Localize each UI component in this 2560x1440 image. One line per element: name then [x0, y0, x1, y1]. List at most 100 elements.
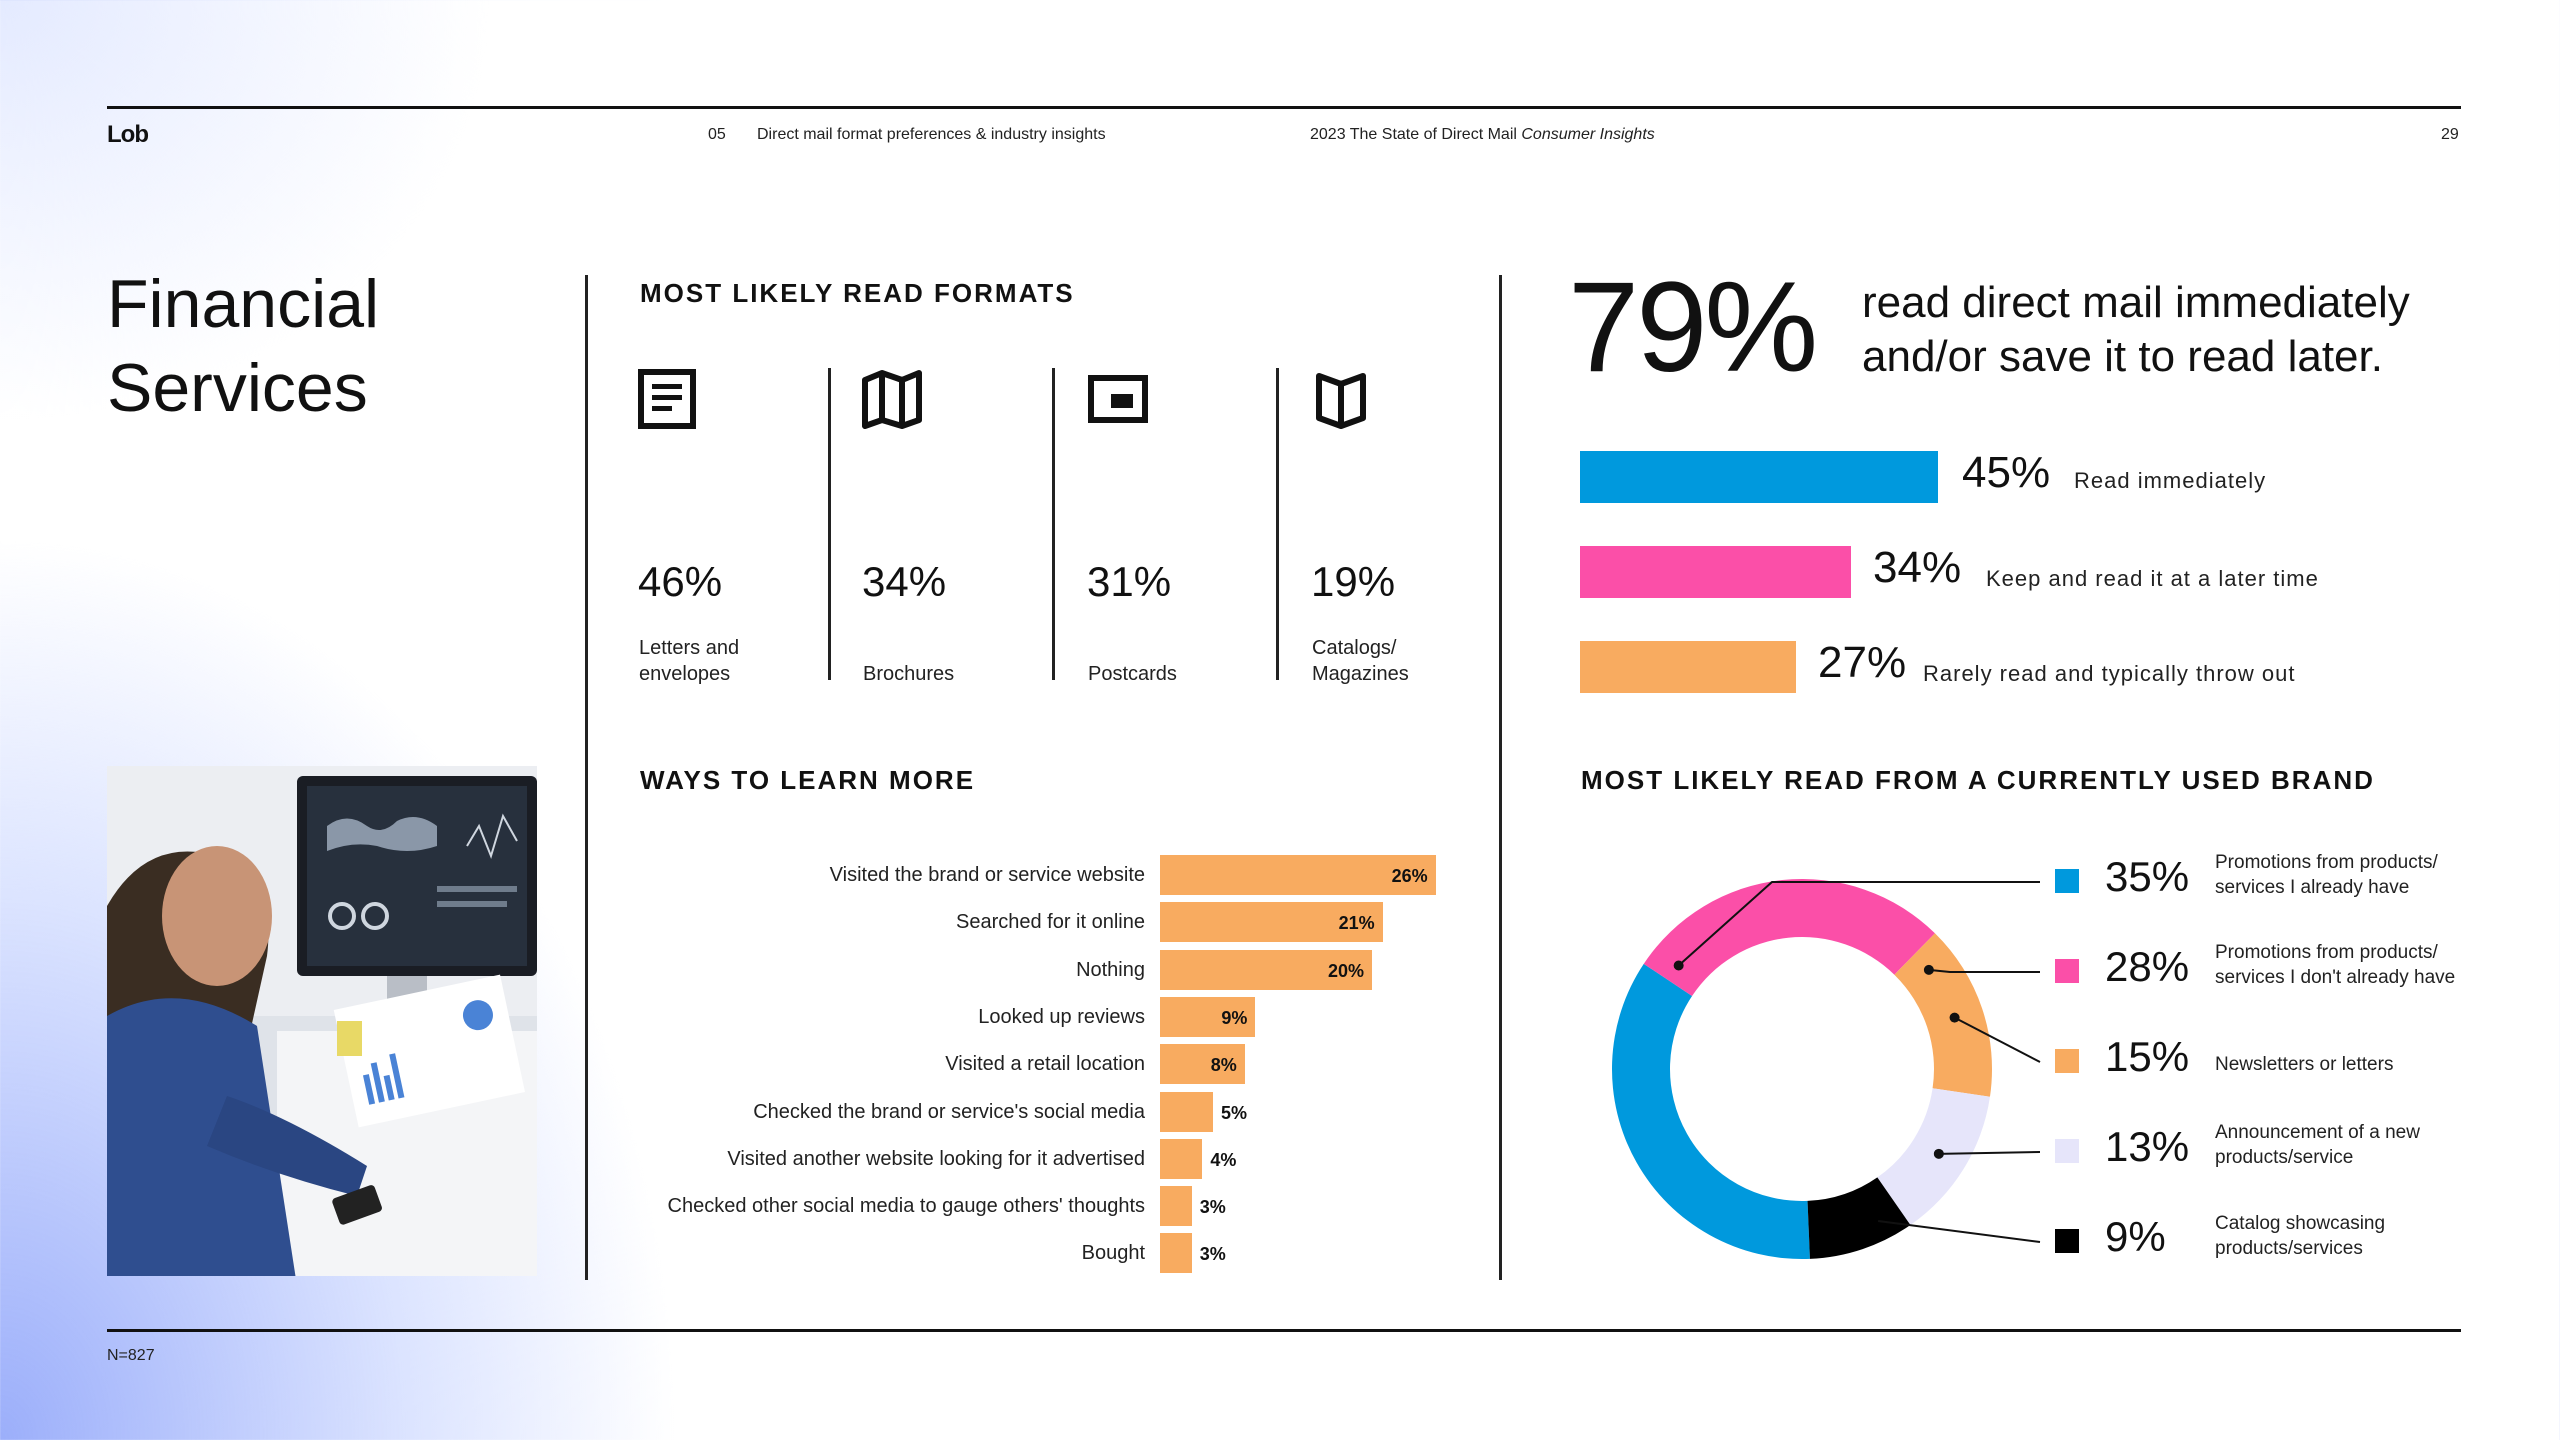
donut-slice-pink	[1643, 879, 1935, 996]
ways-bar	[1160, 996, 1256, 1037]
leader-line-black	[1877, 1220, 2041, 1243]
headline-text-line1: read direct mail immediately	[1862, 278, 2410, 327]
ways-bar-value: 8%	[1210, 1055, 1237, 1076]
leader-dot-orange	[1949, 1012, 1960, 1023]
report-title: 2023 The State of Direct Mail Consumer I…	[1310, 126, 1655, 144]
ways-title: WAYS TO LEARN MORE	[640, 765, 976, 795]
legend-label: Newsletters or letters	[2215, 1054, 2394, 1075]
lob-logo: Lob	[107, 121, 149, 148]
leader-dot-blue	[1673, 960, 1684, 971]
headline-text: read direct mail immediately and/or save…	[1862, 276, 2410, 384]
header-rule	[107, 106, 2461, 109]
ways-bar	[1160, 1138, 1203, 1179]
page-number: 29	[2441, 126, 2459, 143]
right-column-divider	[1499, 275, 1502, 1280]
ways-bar-label: Searched for it online	[955, 911, 1145, 934]
report-title-italic: Consumer Insights	[1521, 126, 1655, 143]
ways-bar-label: Checked other social media to gauge othe…	[667, 1195, 1145, 1218]
read-later-value: 34%	[1873, 543, 1962, 592]
ways-bar-value: 21%	[1338, 913, 1375, 934]
leader-dot-lavender	[1933, 1148, 1944, 1159]
ways-bar-label: Visited a retail location	[945, 1053, 1145, 1076]
ways-bar	[1160, 1233, 1192, 1274]
read-immediately-bar	[1580, 451, 1938, 503]
sample-size-note: N=827	[107, 1347, 155, 1364]
page-title-line1: Financial	[107, 266, 380, 342]
read-immediately-label: Read immediately	[2074, 468, 2267, 493]
ways-bar-value: 20%	[1327, 960, 1364, 981]
donut-slice-black	[1807, 1177, 1911, 1259]
format-separator	[828, 368, 831, 680]
donut-slice-lavender	[1877, 1088, 1990, 1226]
ways-bar	[1160, 1044, 1245, 1085]
leader-line-blue	[1678, 881, 2040, 967]
format-separator	[1052, 368, 1055, 680]
ways-bar-label: Visited another website looking for it a…	[727, 1147, 1145, 1170]
ways-bar-label: Visited the brand or service website	[829, 864, 1145, 886]
headline-text-line2: and/or save it to read later.	[1862, 332, 2383, 381]
format-value: 31%	[1087, 558, 1172, 605]
brochure-icon	[861, 368, 923, 430]
ways-bar	[1160, 1186, 1192, 1227]
legend-swatch-orange	[2055, 1049, 2079, 1073]
legend-swatch-pink	[2055, 959, 2079, 983]
donut-slice-orange	[1894, 933, 1992, 1097]
throw-out-bar	[1580, 641, 1796, 693]
left-column-divider	[585, 275, 588, 1280]
page-title-line2: Services	[107, 350, 368, 426]
legend-value: 28%	[2105, 943, 2190, 990]
ways-bar-value: 9%	[1221, 1007, 1248, 1028]
format-label: Postcards	[1088, 663, 1177, 685]
read-later-bar	[1580, 546, 1851, 598]
ways-bar	[1160, 1091, 1213, 1132]
analyst-photo	[107, 766, 537, 1276]
format-value: 46%	[638, 558, 723, 605]
legend-swatch-lavender	[2055, 1139, 2079, 1163]
ways-bar-label: Nothing	[1076, 958, 1145, 981]
donut-chart	[1612, 879, 2041, 1259]
ways-bar	[1160, 949, 1372, 990]
ways-bar-value: 5%	[1221, 1102, 1248, 1123]
donut-slice-blue	[1612, 963, 1810, 1259]
format-value: 19%	[1311, 558, 1396, 605]
format-value: 34%	[862, 558, 947, 605]
legend-value: 15%	[2105, 1033, 2190, 1080]
leader-line-lavender	[1938, 1151, 2041, 1155]
section-number: 05	[708, 126, 726, 143]
ways-bar-label: Looked up reviews	[978, 1005, 1145, 1028]
legend-label: Promotions from products/ services I alr…	[2215, 852, 2438, 898]
headline-percentage: 79%	[1568, 256, 1818, 399]
ways-bar-value: 3%	[1199, 1244, 1226, 1265]
ways-bar-value: 3%	[1199, 1197, 1226, 1218]
format-label: Catalogs/ Magazines	[1312, 637, 1409, 685]
legend-swatch-blue	[2055, 869, 2079, 893]
letter-icon	[637, 368, 699, 430]
format-label: Letters and envelopes	[639, 637, 740, 685]
legend-label: Catalog showcasing products/services	[2215, 1213, 2386, 1259]
donut-title: MOST LIKELY READ FROM A CURRENTLY USED B…	[1581, 765, 2375, 795]
legend-label: Announcement of a new products/service	[2215, 1122, 2420, 1168]
ways-bar	[1160, 902, 1383, 943]
leader-line-orange	[1954, 1016, 2041, 1063]
ways-bar-value: 26%	[1391, 866, 1428, 886]
leader-dot-pink	[1923, 964, 1934, 975]
read-later-label: Keep and read it at a later time	[1986, 566, 2319, 591]
leader-line-pink	[1928, 968, 2040, 973]
footer-rule	[107, 1329, 2461, 1332]
format-label: Brochures	[863, 663, 955, 685]
read-immediately-value: 45%	[1962, 448, 2051, 497]
legend-value: 9%	[2105, 1213, 2166, 1260]
legend-value: 35%	[2105, 853, 2190, 900]
ways-bar-label: Bought	[1081, 1242, 1145, 1265]
catalog-icon	[1311, 368, 1373, 430]
throw-out-value: 27%	[1818, 638, 1907, 687]
formats-title: MOST LIKELY READ FORMATS	[640, 278, 1075, 308]
postcard-icon	[1087, 368, 1149, 430]
ways-bar-label: Checked the brand or service's social me…	[753, 1100, 1145, 1123]
section-title: Direct mail format preferences & industr…	[757, 126, 1106, 143]
page-title: Financial Services	[107, 262, 379, 430]
format-separator	[1276, 368, 1279, 680]
throw-out-label: Rarely read and typically throw out	[1923, 661, 2296, 686]
report-title-text: 2023 The State of Direct Mail	[1310, 126, 1517, 143]
legend-label: Promotions from products/ services I don…	[2215, 942, 2456, 988]
